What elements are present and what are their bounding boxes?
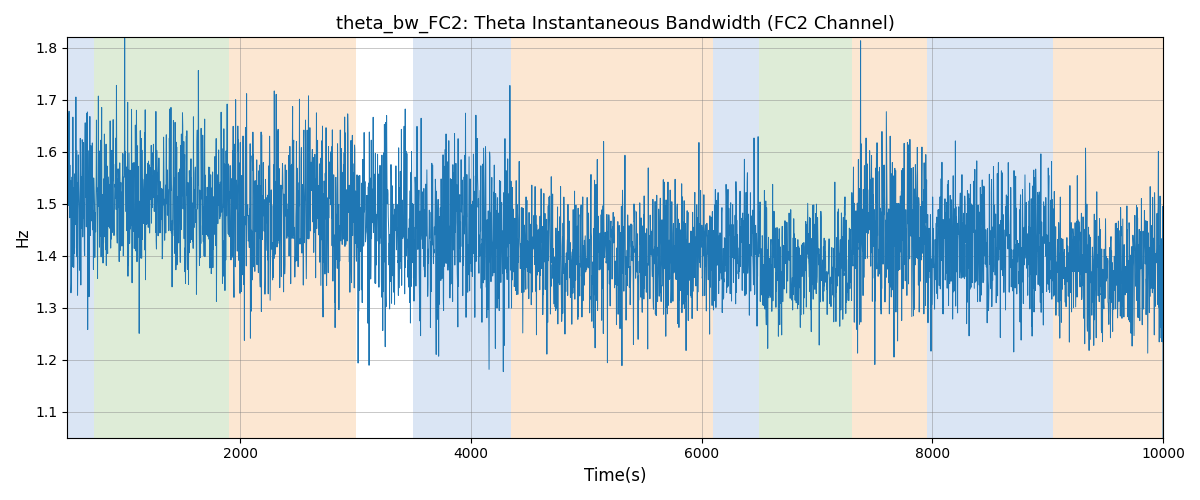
Bar bbox=[926, 38, 1054, 438]
Bar bbox=[760, 38, 852, 438]
Bar bbox=[229, 38, 355, 438]
Bar bbox=[713, 38, 760, 438]
Y-axis label: Hz: Hz bbox=[16, 228, 30, 248]
Bar bbox=[852, 38, 926, 438]
Bar bbox=[67, 38, 94, 438]
Title: theta_bw_FC2: Theta Instantaneous Bandwidth (FC2 Channel): theta_bw_FC2: Theta Instantaneous Bandwi… bbox=[336, 15, 895, 34]
X-axis label: Time(s): Time(s) bbox=[584, 467, 647, 485]
Bar bbox=[94, 38, 229, 438]
Bar bbox=[414, 38, 511, 438]
Bar bbox=[1054, 38, 1163, 438]
Bar bbox=[511, 38, 713, 438]
